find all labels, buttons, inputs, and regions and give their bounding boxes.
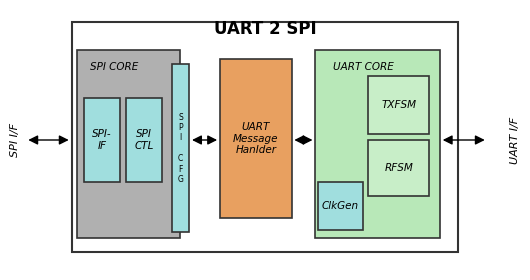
Text: SPI
CTL: SPI CTL	[135, 129, 154, 151]
Bar	[220, 59, 292, 218]
Text: UART
Message
HanIder: UART Message HanIder	[233, 122, 278, 155]
Bar	[84, 98, 120, 182]
Bar	[368, 140, 429, 196]
Text: SPI I/F: SPI I/F	[10, 123, 20, 157]
Text: ClkGen: ClkGen	[322, 201, 359, 211]
Text: SPI-
IF: SPI- IF	[92, 129, 112, 151]
Text: UART I/F: UART I/F	[510, 116, 520, 164]
Text: UART 2 SPI: UART 2 SPI	[214, 20, 316, 38]
Text: TXFSM: TXFSM	[381, 100, 417, 110]
Bar	[172, 64, 189, 232]
Bar	[368, 76, 429, 134]
Text: S
P
I
 
C
F
G: S P I C F G	[178, 113, 184, 184]
Text: RFSM: RFSM	[384, 163, 413, 173]
Text: UART CORE: UART CORE	[333, 62, 393, 72]
Bar	[318, 182, 363, 230]
Bar	[77, 50, 180, 238]
Bar	[315, 50, 440, 238]
Bar	[72, 22, 458, 252]
Text: SPI CORE: SPI CORE	[90, 62, 138, 72]
Bar	[126, 98, 162, 182]
